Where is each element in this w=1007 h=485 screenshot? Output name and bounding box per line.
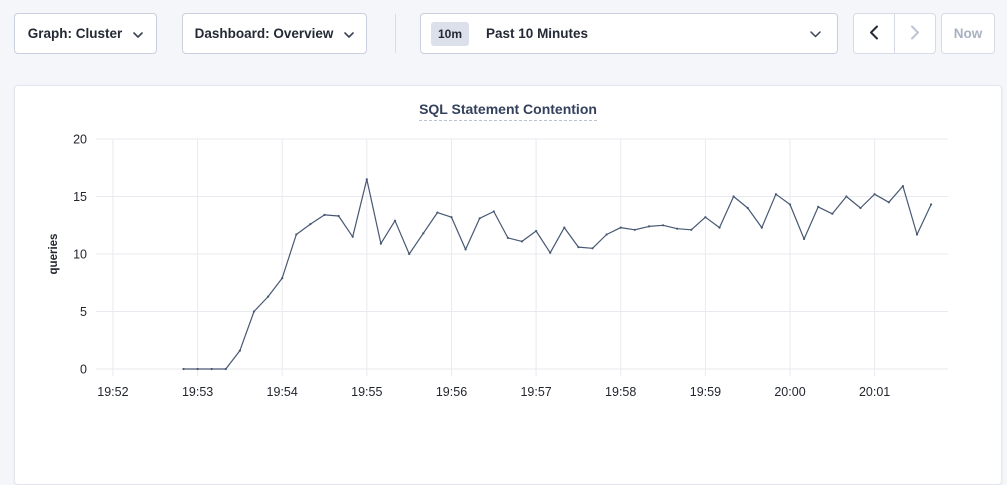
chart-title-row: SQL Statement Contention (15, 86, 1001, 121)
time-range-selector[interactable]: 10m Past 10 Minutes (420, 13, 838, 54)
svg-text:20: 20 (73, 133, 87, 147)
chevron-down-icon (810, 26, 821, 41)
time-range-nav-group (853, 13, 936, 54)
dashboard-dropdown[interactable]: Dashboard: Overview (182, 13, 367, 54)
chevron-left-icon (869, 25, 879, 43)
graph-dropdown-label: Graph: Cluster (27, 26, 123, 41)
chevron-down-icon (133, 26, 144, 41)
graph-dropdown[interactable]: Graph: Cluster (14, 13, 157, 54)
line-chart: 19:52 19:53 19:54 19:55 19:56 19:57 19:58 19:59… (48, 133, 948, 399)
svg-text:19:55: 19:55 (351, 385, 382, 399)
svg-text:19:52: 19:52 (97, 385, 128, 399)
chart-card: SQL Statement Contention 19:52 19:53 19:54… (14, 85, 1002, 485)
time-range-label: Past 10 Minutes (486, 26, 589, 41)
next-range-button[interactable] (894, 14, 935, 53)
svg-text:19:58: 19:58 (605, 385, 636, 399)
svg-text:19:57: 19:57 (520, 385, 551, 399)
now-button[interactable]: Now (941, 13, 995, 54)
svg-text:queries: queries (48, 234, 60, 275)
svg-text:15: 15 (73, 190, 87, 204)
svg-text:19:54: 19:54 (267, 385, 298, 399)
svg-text:19:59: 19:59 (690, 385, 721, 399)
svg-text:19:53: 19:53 (182, 385, 213, 399)
chevron-down-icon (344, 26, 355, 41)
svg-text:10: 10 (73, 248, 87, 262)
chevron-right-icon (910, 25, 920, 43)
svg-text:19:56: 19:56 (436, 385, 467, 399)
svg-text:20:01: 20:01 (859, 385, 890, 399)
dashboard-dropdown-label: Dashboard: Overview (194, 26, 334, 41)
time-range-badge: 10m (431, 21, 470, 46)
svg-text:20:00: 20:00 (774, 385, 805, 399)
toolbar: Graph: Cluster Dashboard: Overview 10m P… (14, 13, 995, 54)
toolbar-divider (395, 14, 396, 53)
svg-text:5: 5 (80, 305, 87, 319)
prev-range-button[interactable] (854, 14, 894, 53)
chart-title[interactable]: SQL Statement Contention (419, 101, 597, 121)
svg-text:0: 0 (80, 363, 87, 377)
